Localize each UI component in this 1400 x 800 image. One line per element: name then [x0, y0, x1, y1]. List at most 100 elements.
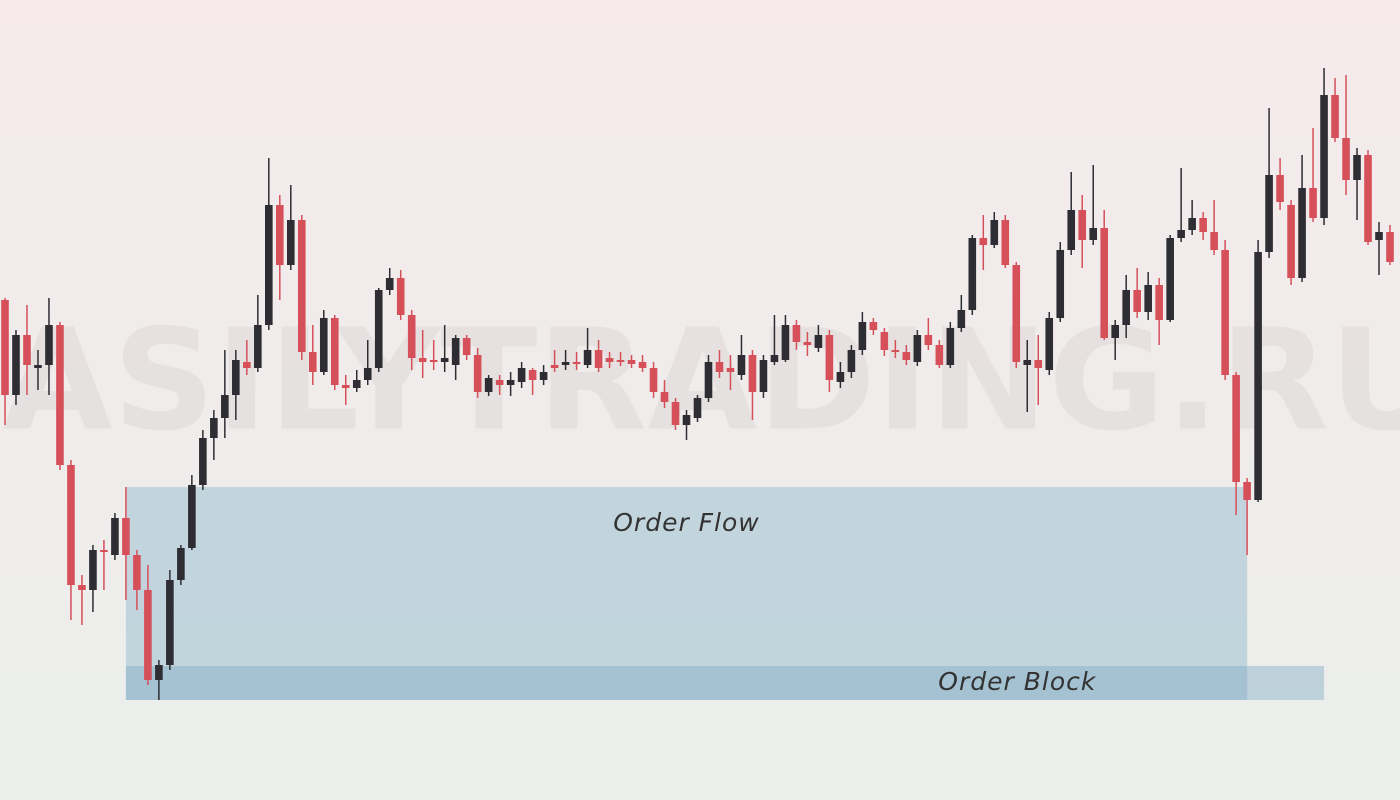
- candle-body: [737, 355, 746, 375]
- candle-body: [166, 580, 174, 665]
- candle-body: [1331, 95, 1339, 138]
- candle-body: [78, 585, 86, 590]
- candle-body: [1298, 188, 1306, 278]
- candle-body: [12, 335, 20, 395]
- candle-body: [1353, 155, 1361, 180]
- candle-body: [133, 555, 141, 590]
- candle-body: [528, 370, 537, 380]
- candle-body: [660, 392, 669, 402]
- candle-body: [100, 550, 108, 552]
- candle-body: [1001, 220, 1010, 265]
- zone-label: Order Flow: [613, 508, 760, 537]
- candle-body: [1287, 205, 1295, 278]
- candle-body: [1155, 285, 1163, 320]
- watermark: EASILYTRADING.RU: [0, 300, 1400, 463]
- candle-body: [627, 360, 636, 364]
- candle-body: [374, 290, 383, 368]
- candle-body: [210, 418, 218, 438]
- candle-body: [770, 355, 779, 362]
- zone-labels: Order Flow Order Block: [613, 508, 1097, 696]
- candle-body: [858, 322, 867, 350]
- candle-body: [836, 372, 845, 382]
- candle-body: [23, 335, 31, 365]
- candle-body: [56, 325, 64, 465]
- candle-body: [1067, 210, 1076, 250]
- candle-body: [616, 360, 625, 362]
- candle-body: [693, 398, 702, 418]
- candle-body: [792, 325, 801, 342]
- candle-body: [572, 362, 581, 364]
- candle-body: [45, 325, 53, 365]
- candle-body: [704, 362, 713, 398]
- candle-body: [1320, 95, 1328, 218]
- candle-body: [924, 335, 933, 345]
- candle-body: [814, 335, 823, 348]
- candle-body: [671, 402, 680, 425]
- candle-body: [1023, 360, 1032, 365]
- candle-body: [638, 362, 647, 368]
- candle-body: [946, 328, 955, 365]
- candle-body: [715, 362, 724, 372]
- candle-body: [155, 665, 163, 680]
- candle-body: [1243, 482, 1251, 500]
- candle-body: [1309, 188, 1317, 218]
- candle-body: [891, 350, 900, 352]
- candle-body: [561, 362, 570, 365]
- candle-body: [594, 350, 603, 368]
- candle-body: [473, 355, 482, 392]
- candle-body: [1111, 325, 1119, 338]
- candle-body: [506, 380, 515, 385]
- candle-body: [1210, 232, 1218, 250]
- candle-body: [1199, 218, 1207, 232]
- candle-body: [265, 205, 273, 325]
- candle-body: [1045, 318, 1054, 370]
- candle-body: [682, 415, 691, 425]
- candle-body: [781, 325, 790, 360]
- candle-body: [144, 590, 152, 680]
- candle-body: [89, 550, 97, 590]
- candle-body: [748, 355, 757, 392]
- candle-body: [1221, 250, 1229, 375]
- candle-body: [1386, 232, 1394, 262]
- candle-body: [913, 335, 922, 362]
- candle-body: [243, 362, 251, 368]
- candle-body: [1342, 138, 1350, 180]
- candle-body: [177, 548, 185, 580]
- candle-body: [319, 318, 328, 372]
- candle-body: [968, 238, 977, 310]
- candle-body: [407, 315, 416, 358]
- candle-body: [254, 325, 262, 368]
- candle-body: [385, 278, 394, 290]
- candle-body: [418, 358, 427, 362]
- candle-body: [1034, 360, 1043, 368]
- candle-body: [1232, 375, 1240, 482]
- candle-body: [1144, 285, 1152, 312]
- zone: [125, 487, 1248, 700]
- candle-body: [1012, 265, 1021, 362]
- zone: [125, 666, 1325, 700]
- candle-body: [1078, 210, 1087, 240]
- candle-body: [232, 360, 240, 395]
- candle-body: [869, 322, 878, 330]
- candle-body: [67, 465, 75, 585]
- candle-body: [583, 350, 592, 365]
- candle-body: [286, 220, 295, 265]
- candle-body: [825, 335, 834, 380]
- candle-body: [803, 342, 812, 345]
- candle-body: [649, 368, 658, 392]
- candle-body: [539, 372, 548, 380]
- candle-body: [517, 368, 526, 382]
- candle-body: [462, 338, 471, 355]
- candle-body: [1, 300, 9, 395]
- candle-body: [1166, 238, 1174, 320]
- candle-body: [188, 485, 196, 548]
- candle-body: [1188, 218, 1196, 230]
- candle-body: [484, 378, 493, 392]
- zones: [125, 487, 1325, 700]
- candle-body: [297, 220, 306, 352]
- candle-body: [308, 352, 317, 372]
- candle-body: [495, 380, 504, 385]
- zone-label: Order Block: [938, 667, 1097, 696]
- candle-body: [429, 360, 438, 362]
